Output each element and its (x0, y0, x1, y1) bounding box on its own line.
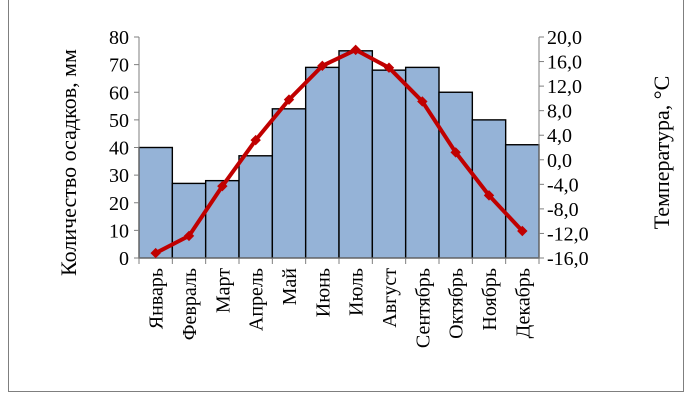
right-tick-label: 16,0 (547, 52, 582, 74)
x-category-label: Январь (146, 268, 168, 329)
x-category-label: Май (279, 268, 301, 306)
right-tick-label: -12,0 (547, 223, 589, 245)
left-tick-label: 0 (119, 248, 129, 270)
x-category-label: Октябрь (446, 268, 468, 339)
left-tick-label: 50 (109, 110, 129, 132)
bar-11 (471, 119, 507, 259)
left-tick-label: 60 (109, 82, 129, 104)
right-tick-label: -16,0 (547, 248, 589, 270)
right-tick-label: 8,0 (547, 101, 572, 123)
left-tick-label: 40 (109, 138, 129, 160)
right-tick-label: 12,0 (547, 76, 582, 98)
left-tick-label: 80 (109, 27, 129, 49)
left-tick-label: 70 (109, 55, 129, 77)
x-category-label: Март (212, 268, 234, 313)
bar-4 (238, 155, 274, 259)
bar-3 (204, 179, 240, 259)
temperature-point-2 (183, 230, 195, 242)
left-tick-label: 10 (109, 220, 129, 242)
bar-6 (304, 66, 340, 259)
temperature-point-11 (483, 190, 495, 201)
chart-frame: 0 10 20 30 40 50 60 70 80 -16,0 -12,0 -8,0 -4,0 0,0 4,… (8, 0, 684, 392)
x-category-label: Декабрь (512, 268, 534, 338)
temperature-point-4 (250, 134, 261, 146)
temperature-point-6 (317, 60, 328, 72)
bar-12 (504, 144, 540, 259)
x-category-label: Ноябрь (479, 268, 501, 331)
right-tick-label: 4,0 (547, 125, 572, 147)
bar-10 (438, 91, 474, 259)
bar-5 (271, 108, 307, 259)
right-tick-label: -8,0 (547, 199, 579, 221)
temperature-point-5 (283, 94, 295, 105)
bar-7 (338, 50, 374, 259)
bar-1 (138, 146, 174, 259)
x-category-label: Август (379, 268, 401, 328)
temperature-point-7 (350, 44, 361, 56)
bar-9 (404, 66, 440, 259)
x-category-label: Сентябрь (412, 268, 434, 348)
temperature-point-1 (150, 247, 161, 259)
x-category-label: Апрель (246, 268, 268, 331)
x-category-label: Июль (346, 268, 368, 316)
left-tick-label: 30 (109, 165, 129, 187)
right-tick-label: -4,0 (547, 174, 579, 196)
temperature-point-3 (217, 180, 228, 192)
x-category-label: Июнь (312, 268, 334, 317)
temperature-point-9 (417, 96, 428, 107)
temperature-point-10 (450, 147, 461, 158)
temperature-point-8 (383, 62, 395, 73)
bar-8 (371, 69, 407, 259)
y2-axis-title: Температура, °С (649, 76, 674, 230)
left-tick-label: 20 (109, 193, 129, 215)
x-category-label: Февраль (179, 268, 201, 340)
temperature-point-12 (517, 225, 528, 237)
right-tick-label: 20,0 (547, 27, 582, 49)
y-axis-title: Количество осадков, мм (56, 49, 81, 276)
climate-chart: 0 10 20 30 40 50 60 70 80 -16,0 -12,0-8,0 -4,00,0 4,… (56, 27, 674, 348)
temperature-line (154, 47, 524, 255)
right-tick-label: 0,0 (547, 150, 572, 172)
